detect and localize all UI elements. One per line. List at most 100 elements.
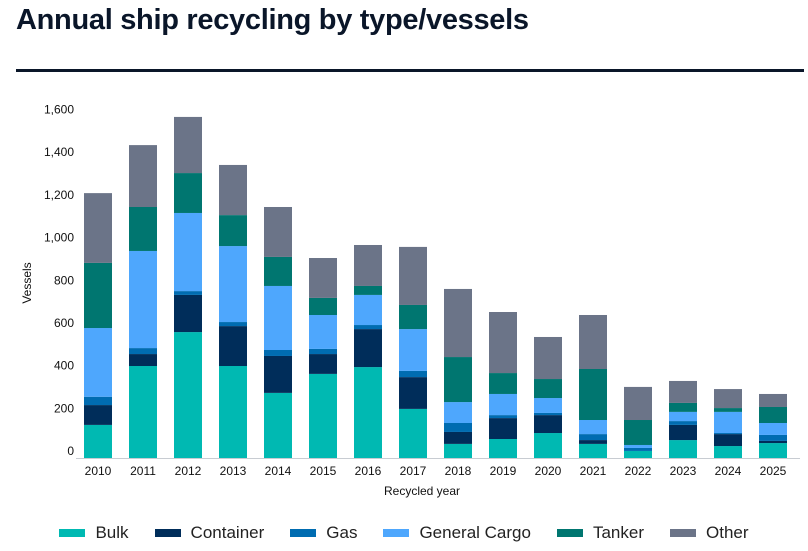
bar-other-2011	[129, 145, 157, 207]
bar-general-cargo-2024	[714, 411, 742, 434]
bar-other-2021	[579, 314, 607, 369]
bar-general-cargo-2013	[219, 246, 247, 323]
bar-tanker-2012	[174, 173, 202, 213]
bar-other-2025	[759, 393, 787, 407]
bar-other-2015	[309, 258, 337, 298]
y-tick-label: 600	[54, 316, 74, 330]
x-tick-label: 2011	[130, 464, 156, 478]
x-tick-label: 2010	[85, 464, 112, 478]
bar-other-2012	[174, 116, 202, 174]
x-tick-label: 2013	[220, 464, 247, 478]
bar-bulk-2017	[399, 408, 427, 458]
bar-gas-2014	[264, 350, 292, 356]
legend: Bulk Container Gas General Cargo Tanker Other	[0, 523, 808, 543]
bar-tanker-2011	[129, 206, 157, 251]
stacked-bar-chart: 0 200 400 600 800 1,000 1,200 1,400 1,600 2010 20…	[20, 103, 800, 498]
bar-bulk-2018	[444, 443, 472, 458]
bar-gas-2024	[714, 433, 742, 435]
bar-tanker-2018	[444, 357, 472, 403]
bar-container-2015	[309, 354, 337, 374]
bar-bulk-2020	[534, 433, 562, 458]
bar-bulk-2019	[489, 439, 517, 458]
x-axis-label: Recycled year	[384, 484, 460, 498]
bar-bulk-2014	[264, 392, 292, 458]
y-tick-label: 1,200	[44, 188, 74, 202]
x-tick-label: 2017	[400, 464, 427, 478]
bar-other-2016	[354, 244, 382, 286]
bar-other-2019	[489, 312, 517, 374]
bar-tanker-2019	[489, 373, 517, 394]
y-tick-label: 400	[54, 359, 74, 373]
legend-label: General Cargo	[419, 523, 531, 542]
legend-item: Container	[154, 523, 265, 543]
legend-swatch	[556, 529, 583, 537]
bar-container-2017	[399, 377, 427, 409]
legend-item: Tanker	[556, 523, 644, 543]
bar-gas-2015	[309, 348, 337, 355]
bar-container-2021	[579, 440, 607, 444]
x-tick-label: 2014	[265, 464, 292, 478]
y-tick-label: 1,600	[44, 103, 74, 117]
bar-bulk-2022	[624, 450, 652, 458]
bar-container-2018	[444, 431, 472, 444]
bar-tanker-2014	[264, 256, 292, 286]
bar-general-cargo-2025	[759, 422, 787, 435]
x-tick-label: 2025	[760, 464, 787, 478]
bar-container-2023	[669, 424, 697, 441]
bar-general-cargo-2023	[669, 411, 697, 422]
legend-swatch	[383, 529, 410, 537]
bar-general-cargo-2011	[129, 250, 157, 349]
chart-title: Annual ship recycling by type/vessels	[16, 4, 529, 36]
legend-item: Gas	[290, 523, 357, 543]
bar-tanker-2017	[399, 304, 427, 330]
bar-gas-2021	[579, 434, 607, 441]
bar-general-cargo-2012	[174, 212, 202, 292]
bar-container-2024	[714, 434, 742, 447]
x-tick-label: 2019	[490, 464, 517, 478]
bar-bulk-2023	[669, 440, 697, 458]
bar-tanker-2010	[84, 262, 112, 329]
legend-label: Container	[190, 523, 265, 542]
bar-other-2014	[264, 206, 292, 257]
bar-general-cargo-2019	[489, 393, 517, 416]
bar-tanker-2021	[579, 368, 607, 421]
y-axis-label: Vessels	[20, 262, 34, 303]
bar-gas-2016	[354, 325, 382, 330]
bar-bulk-2011	[129, 366, 157, 458]
bar-gas-2017	[399, 370, 427, 378]
bar-tanker-2022	[624, 420, 652, 445]
x-tick-label: 2022	[625, 464, 652, 478]
bar-bulk-2024	[714, 446, 742, 458]
x-tick-label: 2020	[535, 464, 562, 478]
y-tick-label: 800	[54, 273, 74, 287]
bar-gas-2012	[174, 291, 202, 295]
legend-swatch	[290, 529, 317, 537]
legend-swatch	[154, 529, 181, 537]
x-tick-label: 2023	[670, 464, 697, 478]
legend-label: Tanker	[592, 523, 644, 542]
bar-container-2010	[84, 405, 112, 425]
bar-other-2013	[219, 164, 247, 216]
legend-label: Gas	[326, 523, 358, 542]
bar-tanker-2020	[534, 379, 562, 399]
bar-other-2017	[399, 246, 427, 305]
legend-swatch	[59, 529, 86, 537]
bar-other-2010	[84, 193, 112, 263]
x-tick-label: 2018	[445, 464, 472, 478]
bar-bulk-2015	[309, 373, 337, 458]
bar-other-2022	[624, 386, 652, 421]
bar-container-2020	[534, 415, 562, 434]
legend-label: Bulk	[95, 523, 129, 542]
bar-bulk-2010	[84, 424, 112, 458]
bar-gas-2018	[444, 422, 472, 432]
bar-container-2012	[174, 294, 202, 333]
bar-container-2025	[759, 440, 787, 444]
bar-bulk-2013	[219, 366, 247, 458]
bar-general-cargo-2016	[354, 294, 382, 326]
bar-bulk-2016	[354, 367, 382, 458]
y-tick-label: 1,400	[44, 145, 74, 159]
x-tick-label: 2024	[715, 464, 742, 478]
x-tick-label: 2021	[580, 464, 607, 478]
bar-tanker-2024	[714, 408, 742, 412]
bar-general-cargo-2017	[399, 329, 427, 371]
